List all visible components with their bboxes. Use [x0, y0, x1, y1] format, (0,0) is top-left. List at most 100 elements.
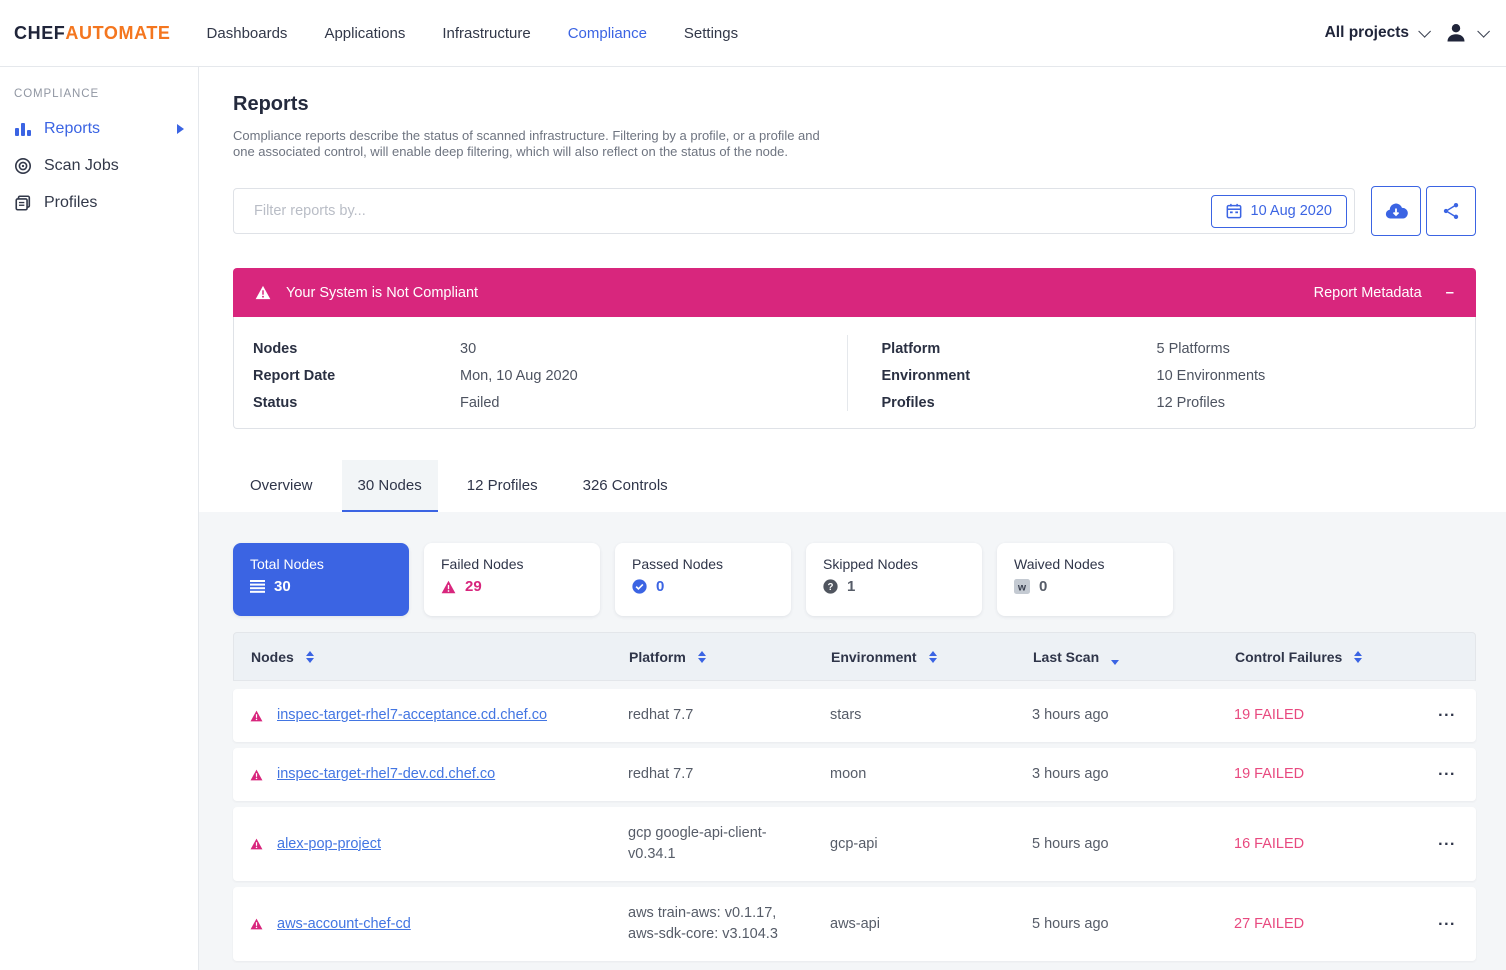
- table-row: inspec-target-rhel7-acceptance.cd.chef.c…: [233, 689, 1476, 742]
- environment-cell: moon: [830, 766, 867, 782]
- stat-value: 0: [1039, 578, 1048, 595]
- node-link[interactable]: inspec-target-rhel7-acceptance.cd.chef.c…: [277, 707, 548, 723]
- metadata-left-column: Nodes 30 Report Date Mon, 10 Aug 2020 St…: [234, 317, 847, 428]
- row-menu-icon[interactable]: ...: [1438, 762, 1456, 779]
- tab-profiles[interactable]: 12 Profiles: [466, 477, 538, 494]
- top-nav: CHEFAUTOMATE Dashboards Applications Inf…: [0, 0, 1506, 67]
- metadata-row: Report Date Mon, 10 Aug 2020: [253, 368, 578, 384]
- chef-automate-logo[interactable]: CHEFAUTOMATE: [14, 23, 171, 44]
- projects-selector[interactable]: All projects: [1324, 24, 1409, 41]
- divider: [846, 335, 848, 411]
- stat-value: 30: [274, 578, 291, 595]
- sidebar-item-profiles[interactable]: Profiles: [0, 184, 198, 221]
- report-tabs: Overview 30 Nodes 12 Profiles 326 Contro…: [233, 460, 1476, 512]
- metadata-row: Status Failed: [253, 395, 500, 411]
- sidebar-section-label: COMPLIANCE: [14, 88, 100, 100]
- control-failures-cell: 27 FAILED: [1234, 915, 1305, 932]
- nav-compliance[interactable]: Compliance: [567, 24, 647, 42]
- failed-status-icon: [250, 918, 263, 930]
- list-icon: [250, 580, 265, 593]
- platform-cell: gcp google-api-client-v0.34.1: [628, 825, 767, 862]
- page-description: Compliance reports describe the status o…: [233, 128, 820, 159]
- share-report-button[interactable]: [1426, 186, 1476, 236]
- cloud-download-icon: [1385, 203, 1408, 219]
- metadata-row: Profiles 12 Profiles: [881, 395, 1226, 411]
- row-menu-icon[interactable]: ...: [1438, 831, 1456, 849]
- nav-settings[interactable]: Settings: [683, 24, 739, 42]
- column-control-failures[interactable]: Control Failures: [1235, 649, 1437, 665]
- nav-dashboards[interactable]: Dashboards: [206, 24, 288, 42]
- share-icon: [1443, 203, 1459, 219]
- compliance-status-banner: Your System is Not Compliant Report Meta…: [233, 268, 1476, 317]
- stat-card-failed-nodes[interactable]: Failed Nodes 29: [424, 543, 600, 616]
- stat-card-waived-nodes[interactable]: Waived Nodes w 0: [997, 543, 1173, 616]
- report-metadata-toggle[interactable]: Report Metadata: [1313, 284, 1422, 301]
- nodes-table: Nodes Platform Environment Last Scan: [233, 632, 1476, 961]
- svg-text:?: ?: [828, 582, 834, 593]
- control-failures-cell: 16 FAILED: [1234, 835, 1305, 852]
- profiles-docs-icon: [15, 194, 31, 211]
- column-environment[interactable]: Environment: [831, 649, 1033, 665]
- sort-icon[interactable]: [697, 650, 706, 663]
- stat-card-total-nodes[interactable]: Total Nodes 30: [233, 543, 409, 616]
- row-menu-icon[interactable]: ...: [1438, 911, 1456, 929]
- stat-value: 0: [656, 578, 665, 595]
- tab-controls[interactable]: 326 Controls: [582, 477, 668, 494]
- node-link[interactable]: aws-account-chef-cd: [277, 915, 411, 932]
- primary-nav: Dashboards Applications Infrastructure C…: [207, 25, 739, 42]
- tab-overview[interactable]: Overview: [250, 477, 313, 494]
- sidebar-item-label: Reports: [44, 119, 101, 137]
- stat-card-passed-nodes[interactable]: Passed Nodes 0: [615, 543, 791, 616]
- column-nodes[interactable]: Nodes: [251, 649, 629, 665]
- warning-icon: [255, 285, 271, 300]
- sort-desc-icon[interactable]: [1111, 660, 1120, 665]
- sidebar-item-reports[interactable]: Reports: [0, 110, 198, 147]
- check-circle-icon: [632, 579, 647, 594]
- logo-automate: AUTOMATE: [65, 22, 171, 43]
- control-failures-cell: 19 FAILED: [1234, 707, 1305, 723]
- report-date-button[interactable]: 10 Aug 2020: [1210, 194, 1347, 228]
- question-circle-icon: ?: [823, 579, 838, 594]
- svg-text:w: w: [1017, 581, 1027, 593]
- stat-card-skipped-nodes[interactable]: Skipped Nodes ? 1: [806, 543, 982, 616]
- expand-arrow-icon[interactable]: [177, 123, 184, 134]
- sort-icon[interactable]: [1354, 650, 1363, 663]
- chevron-down-icon[interactable]: [1418, 24, 1431, 38]
- table-row: inspec-target-rhel7-dev.cd.chef.co redha…: [233, 748, 1476, 801]
- node-link[interactable]: alex-pop-project: [277, 835, 381, 852]
- table-row: aws-account-chef-cd aws train-aws: v0.1.…: [233, 887, 1476, 961]
- last-scan-cell: 5 hours ago: [1032, 835, 1109, 852]
- sort-icon[interactable]: [305, 650, 314, 663]
- filter-row: 10 Aug 2020: [233, 186, 1476, 236]
- sidebar-item-label: Scan Jobs: [44, 156, 119, 174]
- table-row: alex-pop-project gcp google-api-client-v…: [233, 807, 1476, 881]
- last-scan-cell: 3 hours ago: [1032, 766, 1109, 782]
- chevron-down-icon[interactable]: [1477, 24, 1490, 38]
- row-menu-icon[interactable]: ...: [1438, 703, 1456, 720]
- node-link[interactable]: inspec-target-rhel7-dev.cd.chef.co: [277, 766, 496, 782]
- tab-nodes[interactable]: 30 Nodes: [341, 460, 438, 512]
- platform-cell: aws train-aws: v0.1.17, aws-sdk-core: v3…: [628, 905, 778, 942]
- column-last-scan[interactable]: Last Scan: [1033, 648, 1235, 665]
- collapse-icon[interactable]: –: [1445, 284, 1454, 301]
- last-scan-cell: 5 hours ago: [1032, 915, 1109, 932]
- download-report-button[interactable]: [1371, 186, 1421, 236]
- nav-infrastructure[interactable]: Infrastructure: [442, 24, 531, 42]
- nav-applications[interactable]: Applications: [324, 24, 406, 42]
- user-menu[interactable]: [1444, 21, 1468, 45]
- sort-icon[interactable]: [928, 650, 937, 663]
- environment-cell: gcp-api: [830, 835, 878, 852]
- platform-cell: redhat 7.7: [628, 766, 694, 782]
- filter-reports-input[interactable]: [254, 203, 1211, 219]
- filter-box: 10 Aug 2020: [233, 188, 1355, 234]
- failed-status-icon: [250, 769, 263, 780]
- environment-cell: stars: [830, 707, 862, 723]
- sidebar-item-scan-jobs[interactable]: Scan Jobs: [0, 147, 198, 184]
- sidebar: COMPLIANCE Reports Scan Jobs: [0, 67, 199, 970]
- failed-status-icon: [250, 710, 263, 721]
- page-title: Reports: [233, 93, 309, 115]
- metadata-row: Environment 10 Environments: [881, 368, 1266, 384]
- metadata-row: Nodes 30: [253, 341, 477, 357]
- column-platform[interactable]: Platform: [629, 649, 831, 665]
- report-metadata-panel: Nodes 30 Report Date Mon, 10 Aug 2020 St…: [233, 317, 1476, 429]
